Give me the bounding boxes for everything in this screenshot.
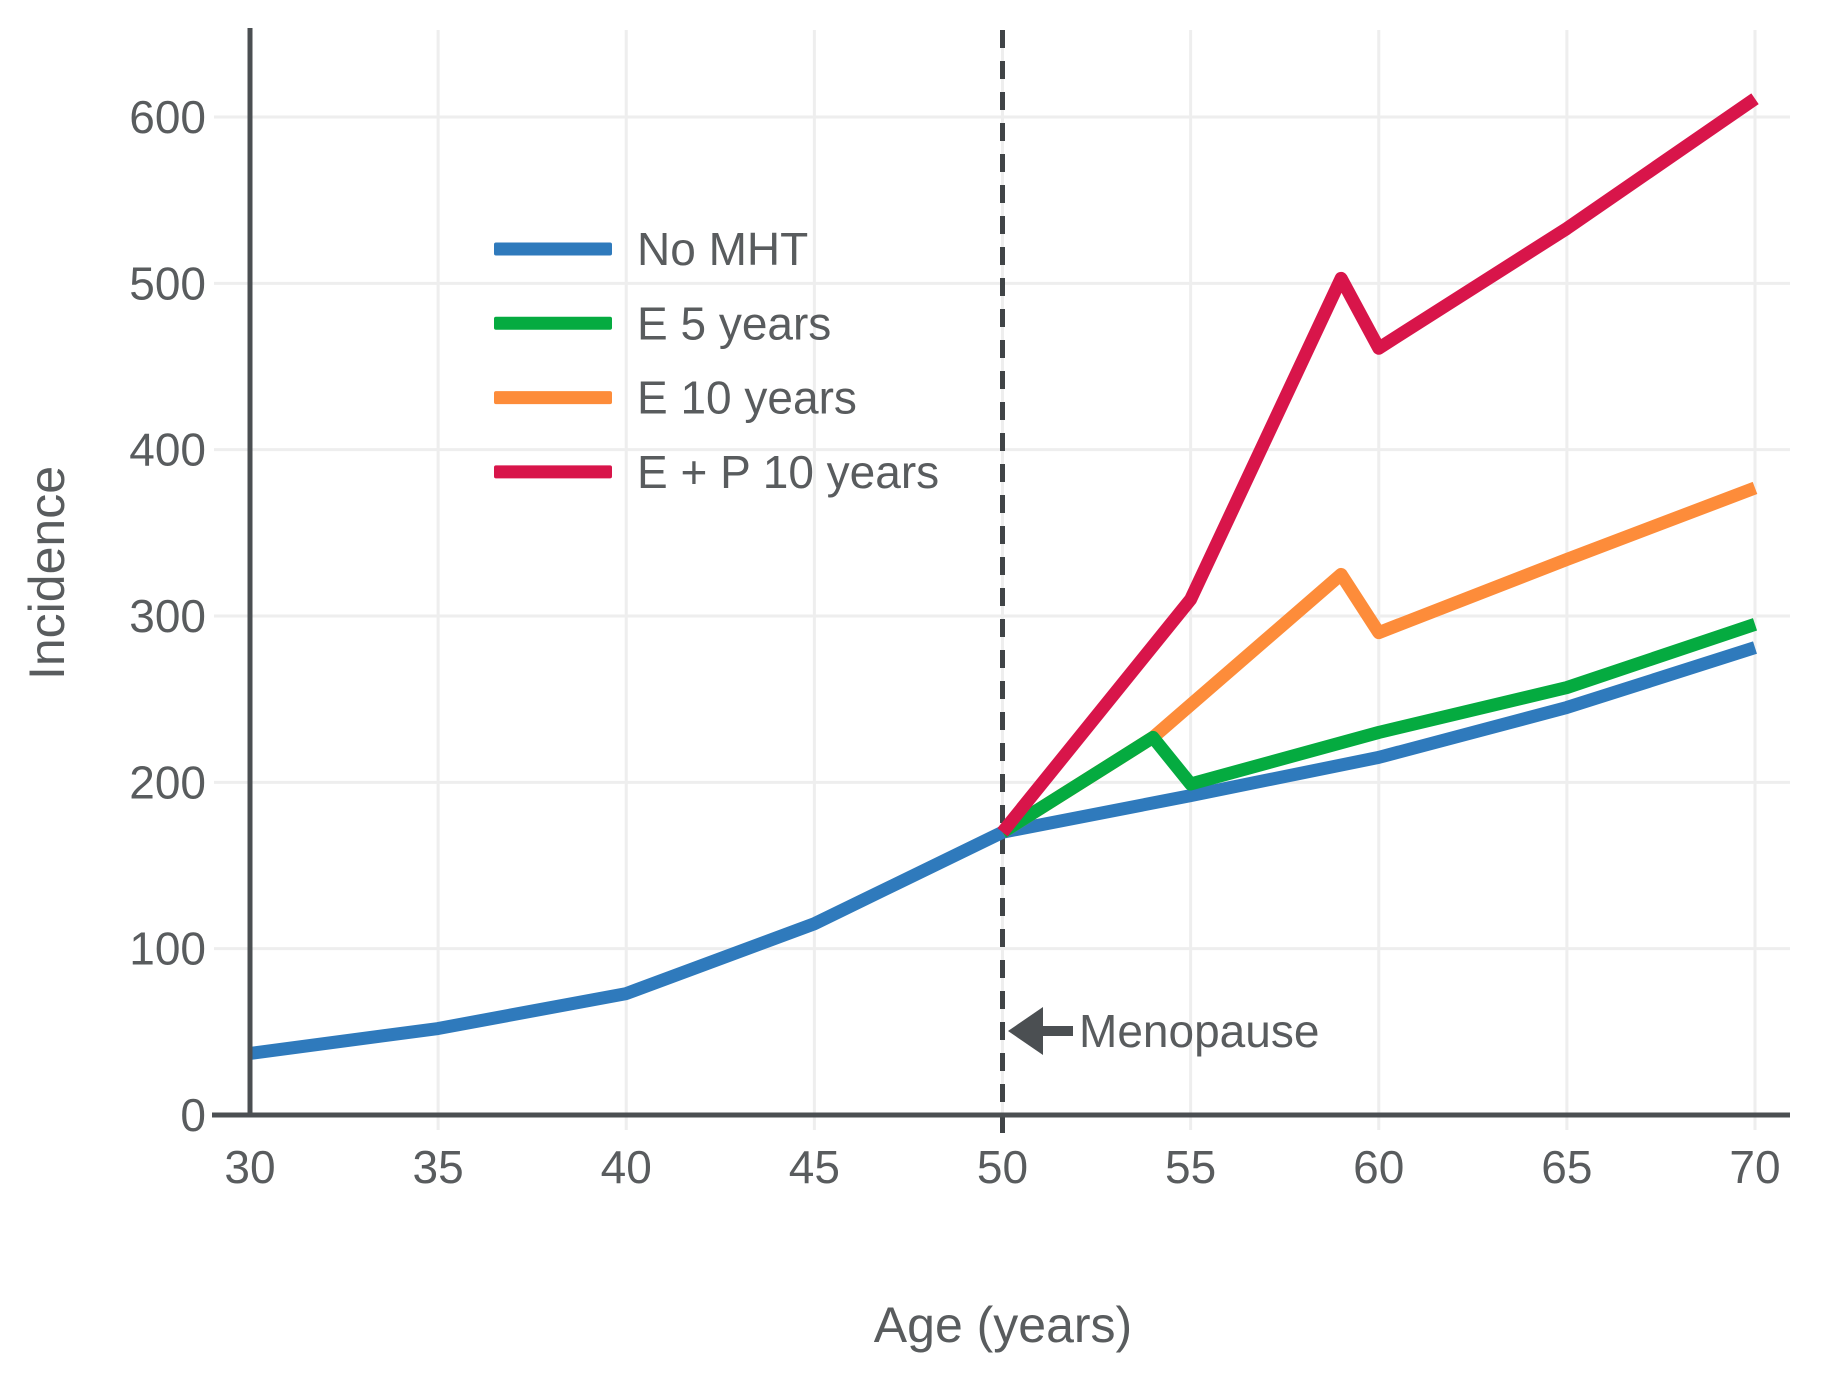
x-tick-label-70: 70 <box>1729 1141 1780 1193</box>
x-tick-label-35: 35 <box>413 1141 464 1193</box>
tick-labels: 0 100 200 300 400 500 600 30 35 40 45 50 55 60 65 70 <box>129 91 1780 1193</box>
annotation-label: Menopause <box>1079 1005 1319 1057</box>
legend-label-e-5-years: E 5 years <box>637 297 831 349</box>
y-tick-label-100: 100 <box>129 923 206 975</box>
legend: No MHT E 5 years E 10 years E + P 10 years <box>494 223 939 498</box>
series-lines <box>249 93 1759 1060</box>
y-axis-title: Incidence <box>19 466 75 680</box>
x-axis-title: Age (years) <box>874 1297 1132 1353</box>
series-line-e-p-10-years <box>997 93 1759 837</box>
x-tick-label-45: 45 <box>789 1141 840 1193</box>
legend-swatch-e-5-years <box>494 316 612 330</box>
x-tick-label-55: 55 <box>1165 1141 1216 1193</box>
y-tick-label-200: 200 <box>129 756 206 808</box>
legend-label-no-mht: No MHT <box>637 223 808 275</box>
series-line-e-5-years <box>999 618 1758 838</box>
legend-swatch-e-p-10-years <box>494 465 612 479</box>
x-tick-label-65: 65 <box>1541 1141 1592 1193</box>
legend-swatch-no-mht <box>494 242 612 256</box>
legend-label-e-10-years: E 10 years <box>637 372 857 424</box>
x-tick-label-50: 50 <box>977 1141 1028 1193</box>
left-arrow-icon <box>1008 1007 1043 1055</box>
y-tick-label-300: 300 <box>129 590 206 642</box>
legend-swatch-e-10-years <box>494 391 612 405</box>
y-tick-label-500: 500 <box>129 257 206 309</box>
x-tick-label-30: 30 <box>224 1141 275 1193</box>
x-tick-label-40: 40 <box>601 1141 652 1193</box>
y-tick-label-0: 0 <box>180 1089 206 1141</box>
x-tick-label-60: 60 <box>1353 1141 1404 1193</box>
y-tick-label-400: 400 <box>129 424 206 476</box>
y-tick-label-600: 600 <box>129 91 206 143</box>
menopause-annotation: Menopause <box>1008 1005 1319 1057</box>
legend-label-e-p-10-years: E + P 10 years <box>637 446 939 498</box>
